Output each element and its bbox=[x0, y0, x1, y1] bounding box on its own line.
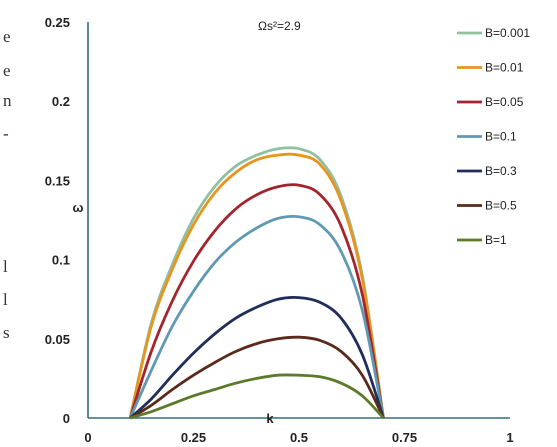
y-tick-label: 0.1 bbox=[52, 253, 70, 268]
y-tick-label: 0.2 bbox=[52, 94, 70, 109]
legend-label: B=0.001 bbox=[485, 26, 530, 40]
edge-text-fragment: e bbox=[3, 27, 11, 46]
y-tick-label: 0.15 bbox=[45, 173, 70, 188]
y-tick-label: 0.05 bbox=[45, 332, 70, 347]
x-tick-label: 0.5 bbox=[290, 430, 308, 445]
edge-text-fragment: n bbox=[3, 91, 12, 110]
y-tick-label: 0.25 bbox=[45, 15, 70, 30]
legend-label: B=0.01 bbox=[485, 61, 524, 75]
series-lines bbox=[128, 146, 385, 420]
series-line-3 bbox=[128, 214, 385, 419]
legend-label: B=0.5 bbox=[485, 199, 517, 213]
legend-label: B=0.1 bbox=[485, 130, 517, 144]
y-axis-label: ω bbox=[73, 200, 84, 215]
edge-text-fragment: - bbox=[3, 124, 9, 143]
x-tick-label: 0.75 bbox=[392, 430, 417, 445]
axes bbox=[87, 22, 510, 419]
legend-label: B=0.3 bbox=[485, 164, 517, 178]
edge-text-fragment: l bbox=[3, 290, 8, 309]
y-tick-labels: 0 0.05 0.1 0.15 0.2 0.25 bbox=[45, 15, 70, 426]
series-line-5 bbox=[129, 335, 385, 420]
left-edge-cropped-text: een-lls bbox=[3, 27, 12, 342]
x-axis-label: k bbox=[266, 411, 274, 426]
series-line-6 bbox=[129, 373, 385, 420]
x-tick-label: 0.25 bbox=[181, 430, 206, 445]
legend: B=0.001 B=0.01 B=0.05 B=0.1 B=0.3 B=0.5 B=1 bbox=[457, 26, 530, 247]
edge-text-fragment: l bbox=[3, 257, 8, 276]
series-line-4 bbox=[129, 296, 385, 420]
series-line-1 bbox=[128, 152, 385, 419]
series-line-2 bbox=[128, 183, 385, 419]
x-tick-labels: 0 0.25 0.5 0.75 1 bbox=[84, 430, 513, 445]
x-tick-label: 0 bbox=[84, 430, 91, 445]
legend-label: B=1 bbox=[485, 233, 507, 247]
x-tick-label: 1 bbox=[506, 430, 513, 445]
omega-annotation: Ωs²=2.9 bbox=[258, 19, 301, 33]
edge-text-fragment: s bbox=[3, 323, 10, 342]
legend-label: B=0.05 bbox=[485, 95, 524, 109]
edge-text-fragment: e bbox=[3, 61, 11, 80]
y-tick-label: 0 bbox=[63, 411, 70, 426]
